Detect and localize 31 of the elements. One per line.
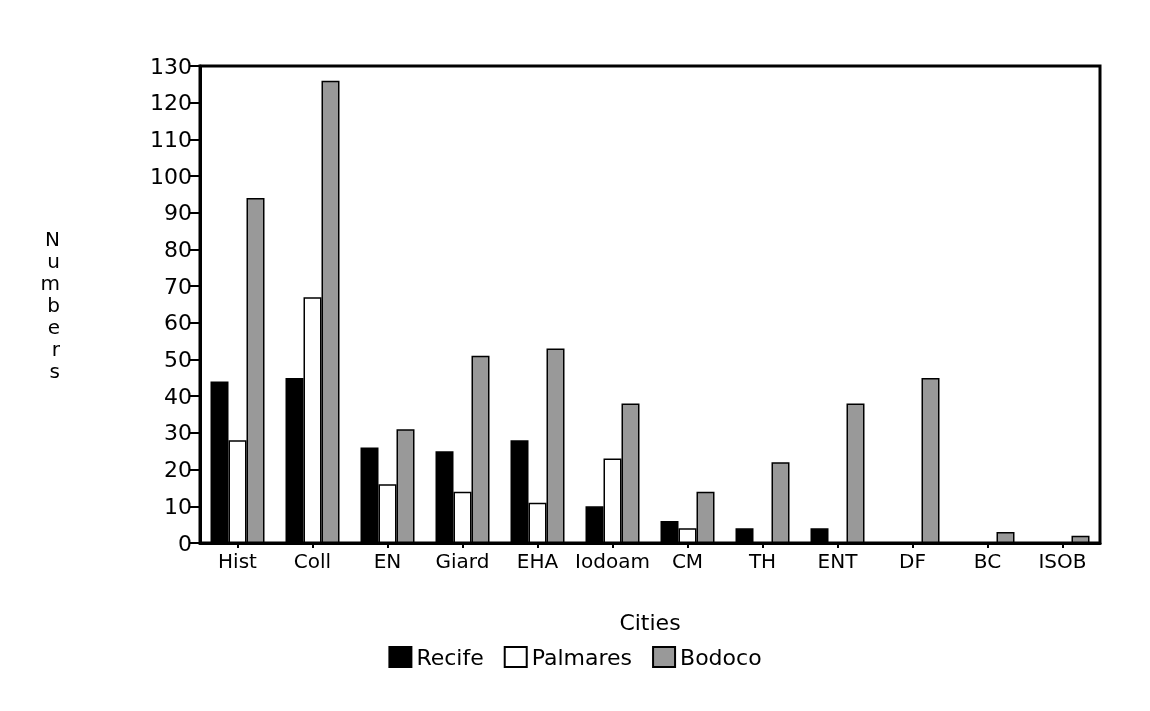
legend-label: Recife (416, 644, 484, 670)
x-tick-label: Giard (435, 549, 490, 573)
y-tick-label: 120 (150, 90, 192, 116)
x-tick-label: ISOB (1038, 549, 1087, 573)
y-tick-label: 0 (178, 530, 192, 556)
y-tick-label: 10 (164, 493, 192, 519)
y-tick-label: 100 (150, 163, 192, 189)
legend-label: Palmares (531, 644, 633, 670)
y-tick-label: 20 (164, 457, 192, 483)
x-tick-label: EHA (516, 549, 559, 573)
y-tick-label: 30 (164, 420, 192, 446)
y-tick-label: 50 (164, 347, 192, 373)
y-tick-label: 110 (150, 126, 192, 152)
x-axis-title: Cities (619, 609, 681, 635)
x-tick-label: Hist (218, 549, 258, 573)
y-tick-label: 90 (164, 200, 192, 226)
x-tick-label: Iodoam (575, 549, 650, 573)
y-tick-label: 40 (164, 383, 192, 409)
y-tick-label: 60 (164, 310, 192, 336)
x-tick-label: EN (373, 549, 402, 573)
legend-label: Bodoco (680, 644, 762, 670)
x-tick-label: BC (973, 549, 1002, 573)
y-tick-label: 130 (150, 53, 192, 79)
y-axis-title: Numbers (40, 226, 61, 383)
y-tick-label: 80 (164, 236, 192, 262)
x-tick-label: TH (747, 549, 777, 573)
x-tick-label: CM (671, 549, 704, 573)
x-tick-label: DF (899, 549, 926, 573)
x-tick-label: ENT (817, 549, 859, 573)
y-tick-label: 70 (164, 273, 192, 299)
x-tick-label: Coll (293, 549, 332, 573)
